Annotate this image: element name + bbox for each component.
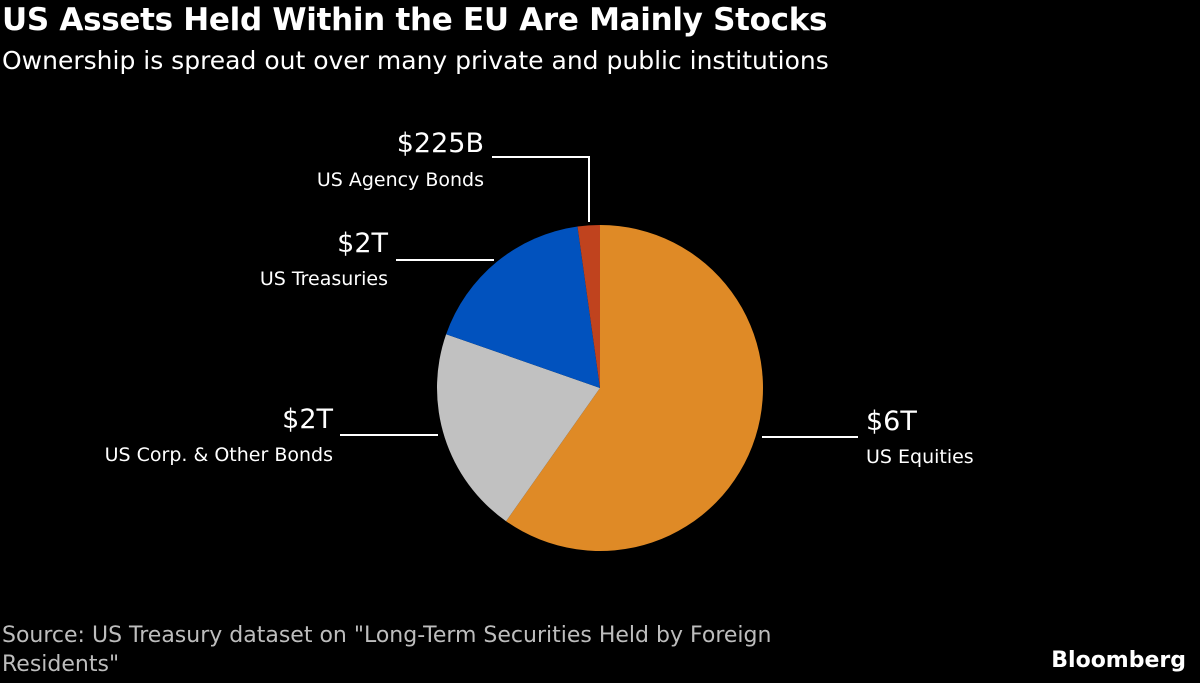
chart-subtitle: Ownership is spread out over many privat…	[2, 46, 829, 75]
slice-label-corp-bonds: US Corp. & Other Bonds	[105, 444, 333, 466]
leader-line-agency	[492, 156, 590, 222]
pie-slice-us-equities	[506, 225, 764, 551]
value-label-treasuries: $2T	[337, 228, 388, 259]
pie-slice-us-corp-other-bonds	[437, 334, 600, 522]
slice-label-treasuries: US Treasuries	[260, 268, 388, 290]
slice-label-equities: US Equities	[866, 446, 974, 468]
bloomberg-logo: Bloomberg	[1051, 648, 1186, 673]
value-label-equities: $6T	[866, 406, 917, 437]
source-note: Source: US Treasury dataset on "Long-Ter…	[2, 623, 772, 677]
pie-slice-us-treasuries	[446, 226, 600, 388]
value-label-corp-bonds: $2T	[282, 404, 333, 435]
value-label-agency: $225B	[397, 128, 484, 159]
chart-title: US Assets Held Within the EU Are Mainly …	[2, 2, 828, 38]
pie-slice-us-agency-bonds	[577, 225, 600, 388]
slice-label-agency: US Agency Bonds	[317, 169, 484, 191]
